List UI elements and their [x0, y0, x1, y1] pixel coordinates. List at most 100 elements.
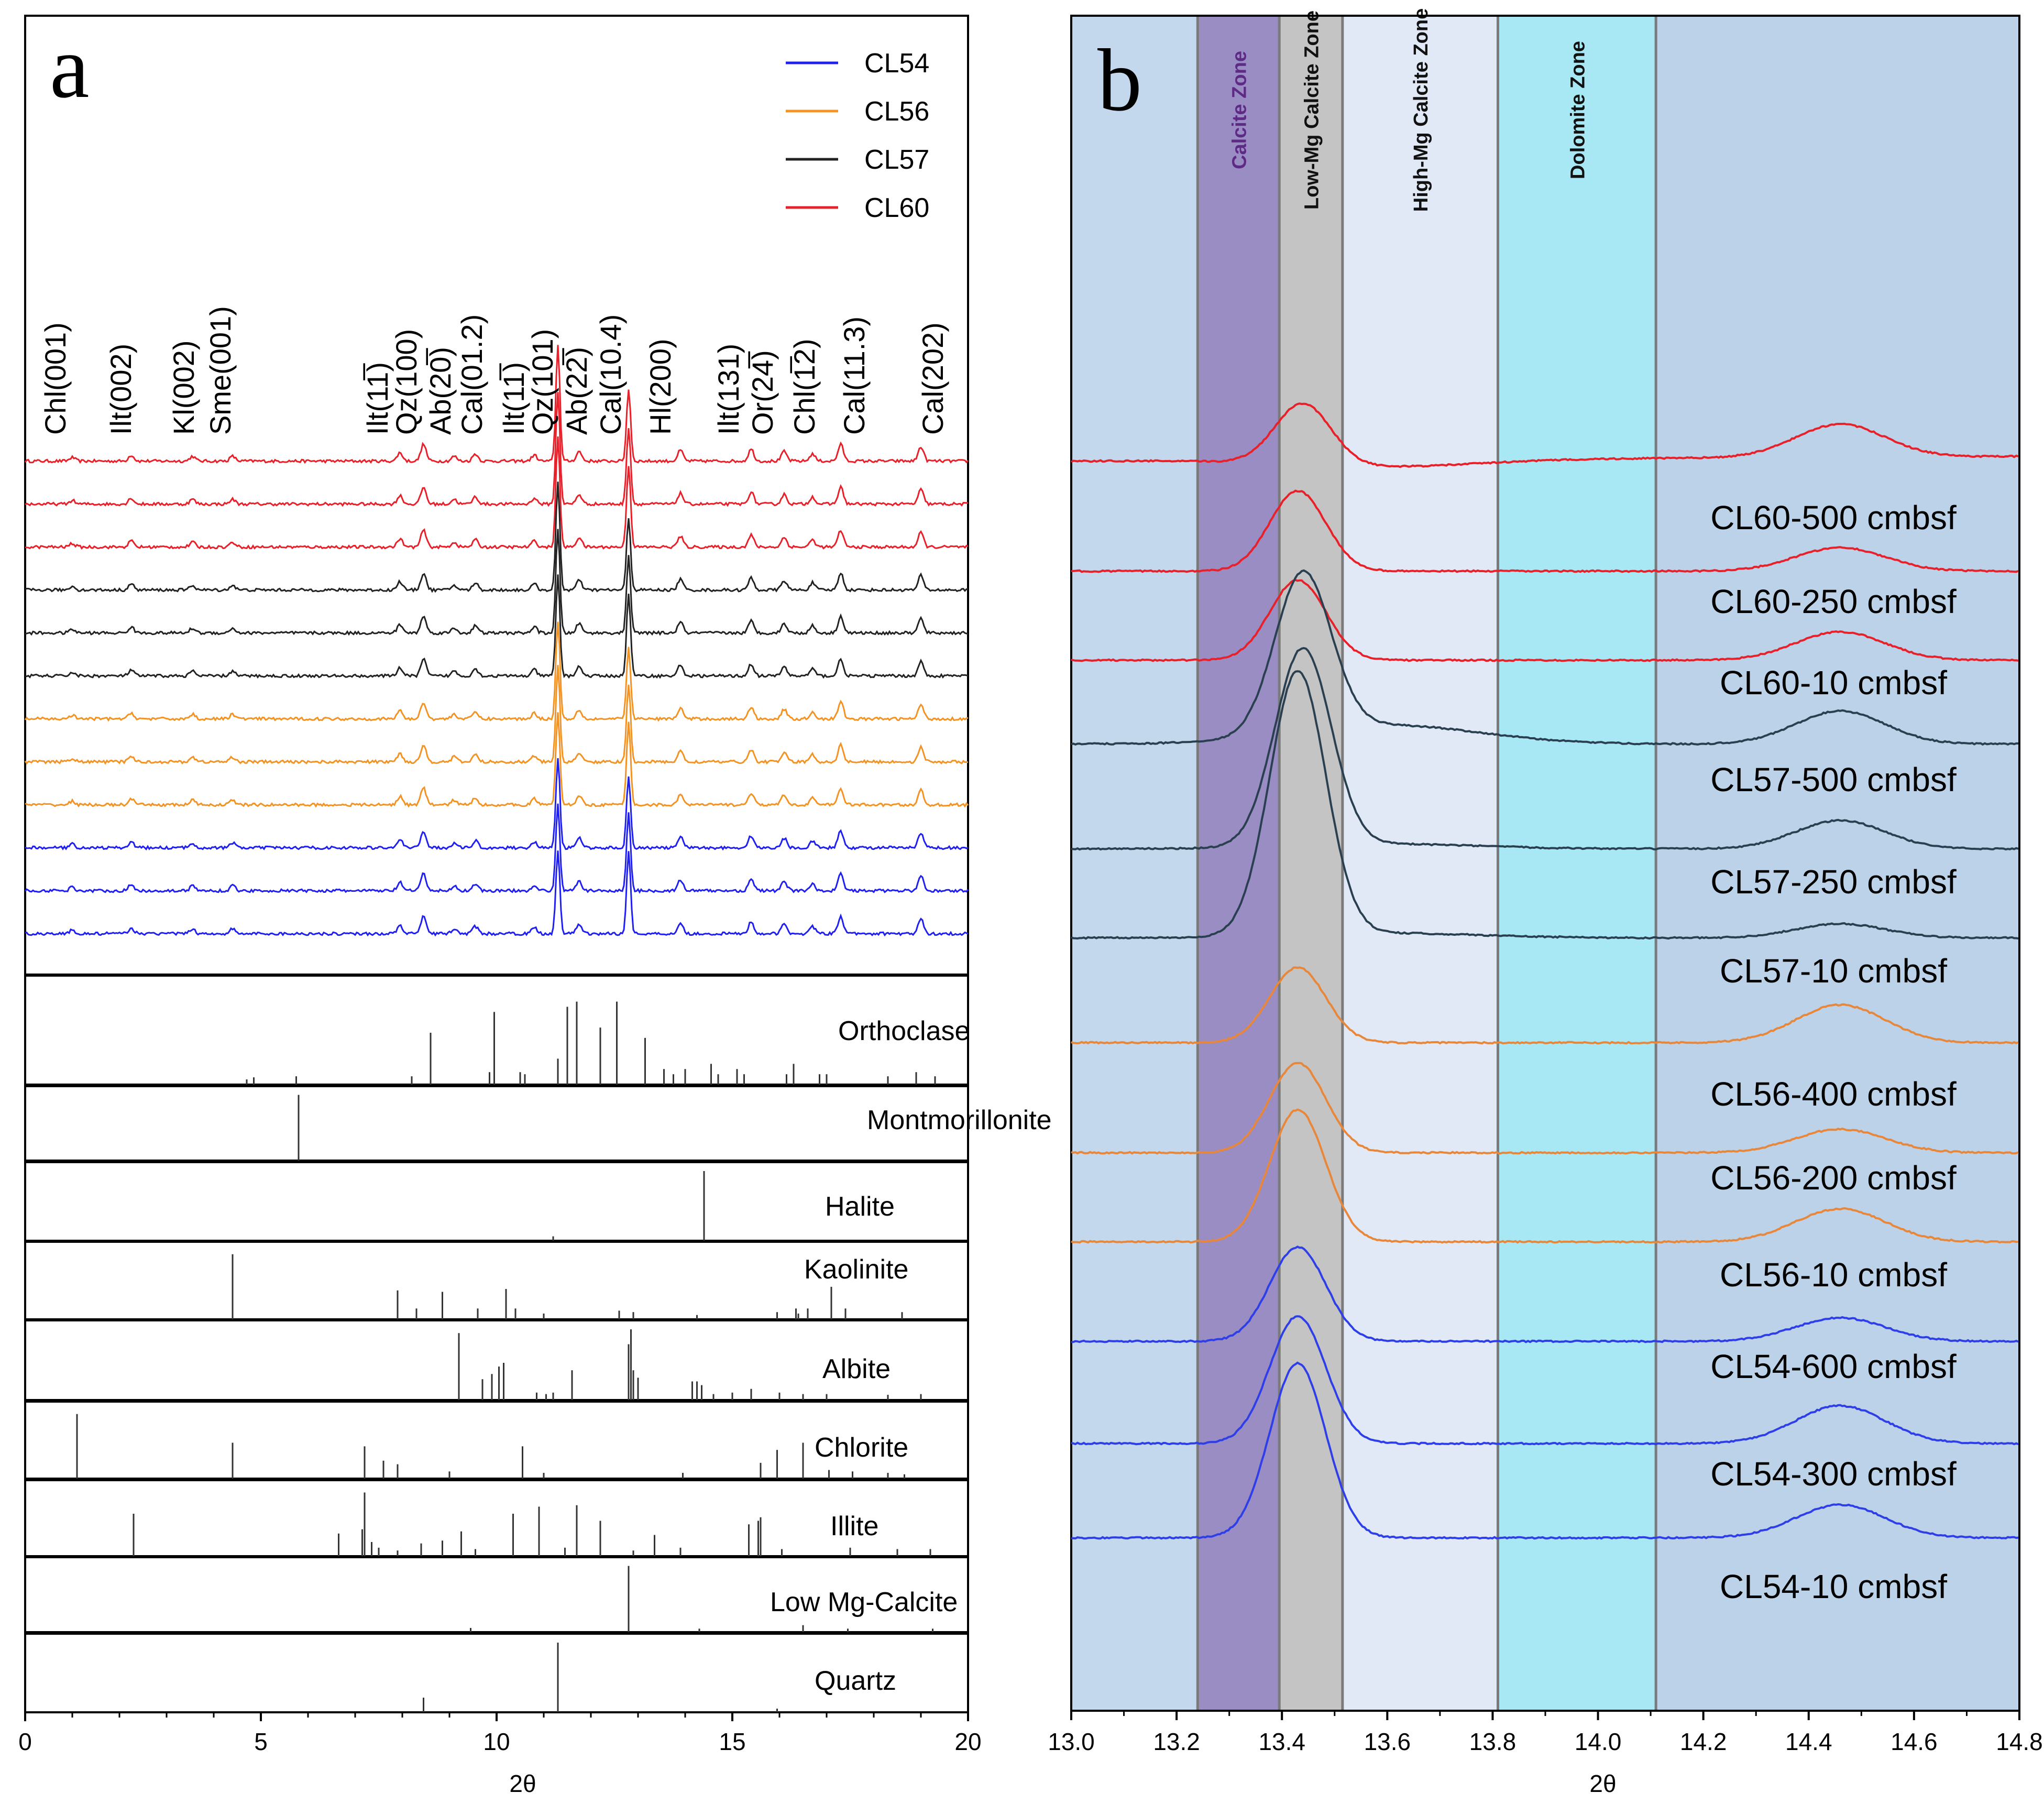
reference-panel-chlorite	[24, 1401, 969, 1480]
trace-cl54-10-cmbsf	[1071, 1361, 2019, 1540]
sample-label-cl54-600-cmbsf: CL54-600 cmbsf	[1710, 1348, 1957, 1385]
reference-label-halite: Halite	[825, 1191, 895, 1222]
peak-label-cal-10-4: Cal(10.4)	[594, 314, 627, 435]
sample-label-cl56-200-cmbsf: CL56-200 cmbsf	[1710, 1159, 1957, 1197]
trace-cl56-200-cmbsf	[1071, 1062, 2019, 1155]
panel-b-x-tick-label: 14.6	[1891, 1728, 1938, 1755]
trace-cl56-2	[24, 665, 969, 765]
legend-label-cl57: CL57	[864, 145, 929, 175]
reference-panel-albite	[24, 1319, 969, 1401]
panel-a-x-tick-label: 5	[254, 1728, 268, 1755]
zone-label-high-mg-calcite-zone: High-Mg Calcite Zone	[1410, 8, 1432, 212]
panel-b-x-tick-label: 14.8	[1996, 1728, 2043, 1755]
reference-label-montmorillonite: Montmorillonite	[867, 1105, 1052, 1135]
panel-a-x-tick-label: 20	[954, 1728, 981, 1755]
peak-label-cal-11-3: Cal(11.3)	[838, 316, 871, 435]
panel-a-letter: a	[50, 18, 89, 116]
panel-b-x-axis: 13.0 13.2 13.4 13.6 13.8 14.0 14.2 14.4 14.6 14.8…	[1048, 1711, 2043, 1797]
panel-a-x-axis-label: 2θ	[509, 1770, 536, 1797]
trace-cl57-250-cmbsf	[1071, 647, 2019, 851]
trace-cl56-3	[25, 712, 969, 808]
panel-a-legend: CL54 CL56 CL57 CL60	[786, 48, 929, 223]
zone-band-calcite-zone	[1197, 16, 1280, 1711]
peak-label-ab-22: Ab(22̅)	[560, 347, 593, 435]
sample-label-cl57-250-cmbsf: CL57-250 cmbsf	[1710, 863, 1957, 901]
peak-label-cal-202: Cal(202)	[916, 322, 949, 435]
panel-a-x-axis: 0 5 10 15 20 2θ	[18, 1712, 982, 1797]
sample-label-cl57-10-cmbsf: CL57-10 cmbsf	[1720, 952, 1947, 990]
peak-label-ilt-002: Ilt(002)	[104, 344, 137, 435]
trace-cl60-500-cmbsf	[1071, 402, 2019, 468]
sample-label-cl57-500-cmbsf: CL57-500 cmbsf	[1710, 761, 1957, 799]
reference-label-albite: Albite	[822, 1354, 891, 1384]
panel-b-zones: Calcite Zone Low-Mg Calcite Zone High-Mg C…	[1070, 8, 2020, 1712]
legend-label-cl54: CL54	[864, 48, 929, 79]
sample-label-cl60-500-cmbsf: CL60-500 cmbsf	[1710, 499, 1957, 537]
reference-label-illite: Illite	[830, 1511, 878, 1541]
trace-cl54-3	[25, 850, 969, 937]
peak-label-chl-001: Chl(001)	[39, 322, 72, 435]
sample-label-cl56-400-cmbsf: CL56-400 cmbsf	[1710, 1075, 1957, 1113]
peak-label-ilt-131: Ilt(131)	[712, 344, 745, 435]
trace-cl57-2	[25, 529, 969, 636]
peak-label-cal-01-2: Cal(01.2)	[455, 314, 488, 435]
reference-panel-quartz	[24, 1633, 969, 1713]
panel-b-letter: b	[1097, 31, 1142, 129]
zone-label-low-mg-calcite-zone: Low-Mg Calcite Zone	[1301, 10, 1323, 210]
panel-b-sample-labels: CL60-500 cmbsf CL60-250 cmbsf CL60-10 cmbs…	[1710, 499, 1957, 1605]
zone-band-background-0	[1071, 16, 1198, 1711]
trace-cl54-600-cmbsf	[1071, 1245, 2019, 1343]
reference-panel-illite	[24, 1479, 969, 1557]
reference-panel-low-mg-calcite	[24, 1556, 969, 1633]
sample-label-cl60-10-cmbsf: CL60-10 cmbsf	[1720, 664, 1947, 702]
zone-band-dolomite-zone	[1498, 16, 1656, 1711]
reference-panel-halite	[24, 1161, 969, 1242]
trace-cl54-1	[25, 758, 969, 851]
trace-cl60-1	[24, 345, 969, 464]
peak-label-ilt-11: Ilt(11̅)	[361, 362, 394, 435]
panel-a-x-tick-label: 0	[18, 1728, 32, 1755]
zone-band-high-mg-calcite-zone	[1342, 16, 1498, 1711]
sample-label-cl56-10-cmbsf: CL56-10 cmbsf	[1720, 1256, 1947, 1294]
panel-b-x-tick-label: 14.0	[1575, 1728, 1622, 1755]
peak-label-hl-200: Hl(200)	[644, 338, 677, 435]
panel-b-traces	[1071, 402, 2019, 1540]
panel-b-x-tick-label: 13.8	[1469, 1728, 1516, 1755]
zone-band-background-5	[1656, 16, 2019, 1711]
trace-cl60-3	[25, 436, 969, 550]
peak-label-or-24: Or(24̅)	[746, 350, 779, 435]
trace-cl54-300-cmbsf	[1071, 1315, 2019, 1446]
panel-a-x-tick-label: 10	[483, 1728, 510, 1755]
panel-b-x-tick-label: 13.0	[1048, 1728, 1095, 1755]
reference-label-chlorite: Chlorite	[815, 1433, 908, 1463]
reference-panel-montmorillonite	[24, 1085, 969, 1162]
reference-label-low-mg-calcite: Low Mg-Calcite	[770, 1587, 958, 1617]
sample-label-cl60-250-cmbsf: CL60-250 cmbsf	[1710, 583, 1957, 620]
reference-panel-orthoclase	[24, 975, 969, 1086]
trace-cl56-400-cmbsf	[1071, 966, 2019, 1045]
panel-b-x-tick-label: 14.4	[1785, 1728, 1832, 1755]
trace-cl60-2	[25, 392, 969, 507]
sample-label-cl54-300-cmbsf: CL54-300 cmbsf	[1710, 1455, 1957, 1493]
reference-label-quartz: Quartz	[815, 1666, 896, 1696]
trace-cl60-10-cmbsf	[1071, 578, 2019, 662]
legend-label-cl60: CL60	[864, 193, 929, 223]
peak-label-kl-002: Kl(002)	[167, 340, 200, 435]
trace-cl60-250-cmbsf	[1071, 489, 2019, 573]
zone-band-low-mg-calcite-zone	[1279, 16, 1343, 1711]
panel-a-peak-labels: Chl(001) Ilt(002) Kl(002) Sme(001) Ilt(11̅) Q…	[39, 306, 949, 435]
panel-a-reference-patterns: Orthoclase Montmorillonite Halite Kaolinite…	[24, 975, 1052, 1713]
peak-label-ab-20: Ab(20̅)	[424, 347, 457, 435]
panel-b-x-tick-label: 14.2	[1680, 1728, 1727, 1755]
panel-b-x-tick-label: 13.6	[1364, 1728, 1411, 1755]
reference-label-orthoclase: Orthoclase	[838, 1016, 970, 1046]
panel-a-traces	[24, 345, 969, 937]
peak-label-sme-001: Sme(001)	[204, 306, 237, 435]
reference-panel-kaolinite	[24, 1241, 969, 1320]
panel-b-x-tick-label: 13.4	[1258, 1728, 1305, 1755]
panel-a-x-tick-label: 15	[719, 1728, 745, 1755]
trace-cl56-1	[24, 621, 969, 722]
peak-label-qz-101: Qz(101)	[526, 329, 559, 435]
reference-label-kaolinite: Kaolinite	[804, 1254, 908, 1285]
